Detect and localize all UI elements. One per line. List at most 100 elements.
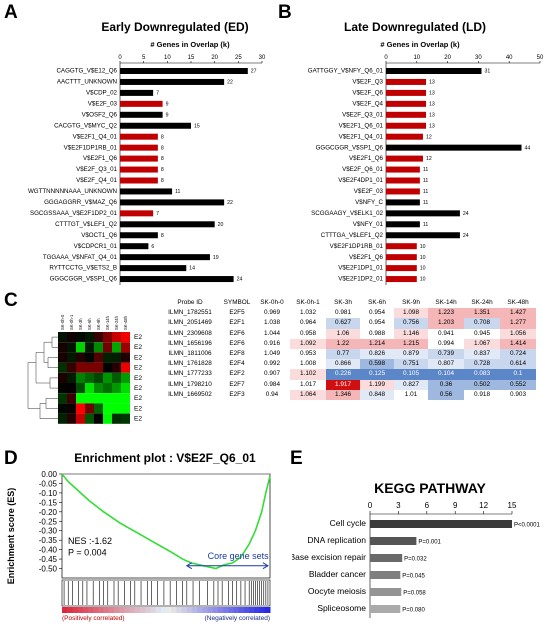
bar-value-label: 11 xyxy=(423,167,428,173)
heatmap-column-label: SK-9h xyxy=(96,318,101,330)
x-tick-label: 10 xyxy=(413,55,420,61)
symbol-cell: E2F5 xyxy=(229,309,245,317)
ranked-list-gradient-cell xyxy=(197,607,203,613)
pathway-bar xyxy=(370,554,403,562)
category-label: V$CDPCR1_01 xyxy=(74,243,118,250)
heatmap-cell xyxy=(67,362,76,373)
category-label: V$E2F1_Q4_01 xyxy=(73,133,118,140)
category-label: V$E2F1_Q6_01 xyxy=(339,122,384,129)
heatmap-cell xyxy=(94,413,103,424)
category-label: V$E2F_Q4 xyxy=(352,100,383,107)
heatmap-cell xyxy=(85,352,94,363)
bar xyxy=(386,243,417,250)
heatmap-cell xyxy=(121,332,130,343)
category-label: GATTGGY_V$NFY_Q6_01 xyxy=(308,68,384,75)
expression-value-cell: 0.502 xyxy=(464,379,500,390)
expression-value-cell: 0.837 xyxy=(464,349,500,360)
expression-value-cell: 1.092 xyxy=(290,338,326,350)
expression-value-cell: 0.56 xyxy=(428,389,464,401)
x-tick-label: 0 xyxy=(118,55,122,61)
heatmap-cell xyxy=(112,413,121,424)
category-label: CTTTGT_V$LEF1_Q2 xyxy=(55,221,117,228)
ranked-list-gradient-cell xyxy=(103,607,110,613)
ranked-list-gradient-cell xyxy=(88,607,94,613)
x-tick-label: 0 xyxy=(384,55,388,61)
heatmap-cell xyxy=(94,403,103,414)
bar-value-label: 11 xyxy=(175,189,180,195)
bar-value-label: 10 xyxy=(420,277,426,283)
ranked-list-gradient-cell xyxy=(160,607,167,613)
bar xyxy=(120,144,158,151)
heatmap-cell xyxy=(76,332,85,343)
ranked-list-gradient-cell xyxy=(150,607,157,613)
ranked-list-gradient-cell xyxy=(145,607,151,613)
x-tick-label: 20 xyxy=(444,55,451,61)
table-row: ILMN_1656196 E2F6 0.916 1.092 1.22 1.214 1.215… xyxy=(160,338,536,350)
y-tick-label: -0.05 xyxy=(39,479,58,488)
pathway-p-value: P=0.080 xyxy=(402,608,425,614)
bar-value-label: 11 xyxy=(423,178,428,184)
expression-value-cell: 1.277 xyxy=(500,318,536,329)
symbol-cell: E2F4 xyxy=(229,360,245,368)
expression-value-cell: 0.866 xyxy=(326,359,360,370)
pathway-p-value: P=0.032 xyxy=(404,557,427,563)
category-label: V$E2F_Q3_01 xyxy=(342,111,383,118)
heatmap-cell xyxy=(58,352,67,363)
x-tick-label: 12 xyxy=(479,501,488,510)
bar-value-label: 13 xyxy=(429,101,435,107)
expression-value-cell: 1.049 xyxy=(254,349,290,360)
expression-value-cell: 0.94 xyxy=(254,389,290,401)
probe-id-cell: ILMN_1811006 xyxy=(168,350,212,358)
ranked-list-gradient-cell xyxy=(166,607,172,613)
header-col: SK-3h xyxy=(334,299,352,306)
symbol-cell: E2F3 xyxy=(229,390,245,398)
symbol-cell: E2F8 xyxy=(229,350,245,358)
bar xyxy=(386,166,420,173)
expression-value-cell: 1.199 xyxy=(360,379,394,390)
expression-value-cell: 0.724 xyxy=(500,349,536,360)
heatmap-row-label: E2F3 xyxy=(134,416,142,423)
heatmap-cell xyxy=(85,413,94,424)
panel-b-title: Late Downregulated (LD) xyxy=(343,20,486,34)
expression-value-cell: 0.941 xyxy=(428,328,464,339)
expression-value-cell: 0.77 xyxy=(326,349,360,360)
heatmap-cell xyxy=(67,332,76,343)
expression-value-cell: 0.916 xyxy=(254,338,290,350)
ranked-list-gradient-cell xyxy=(114,607,120,613)
probe-id-cell: ILMN_1761828 xyxy=(168,360,212,368)
category-label: V$E2F_Q3_01 xyxy=(76,166,117,173)
ranked-list-gradient-cell xyxy=(134,607,141,613)
panel-letter-d: D xyxy=(4,448,18,469)
bar xyxy=(120,221,215,228)
bar xyxy=(386,78,427,85)
expression-value-cell: 0.36 xyxy=(428,379,464,390)
ranked-list-gradient-cell xyxy=(259,607,266,613)
ranked-list-gradient-cell xyxy=(140,607,146,613)
heatmap-cell xyxy=(67,342,76,353)
heatmap-cell xyxy=(85,383,94,394)
heatmap-cell xyxy=(67,393,76,404)
heatmap-cell xyxy=(94,372,103,383)
pathway-label: DNA replication xyxy=(307,535,366,545)
ranked-list-gradient-cell xyxy=(77,607,84,613)
bar xyxy=(386,177,420,184)
expression-value-cell: 0.105 xyxy=(394,369,428,380)
heatmap-column-label: SK-24h xyxy=(114,315,119,330)
bar-value-label: 8 xyxy=(161,167,164,173)
x-tick-label: 5 xyxy=(142,55,146,61)
x-tick-label: 10 xyxy=(164,55,171,61)
ranked-list-gradient-cell xyxy=(176,607,183,613)
positive-correlation-label: (Positively correlated) xyxy=(62,615,125,622)
bar xyxy=(120,155,158,162)
heatmap-row-label: E2F8 xyxy=(134,375,142,382)
panel-letter-b: B xyxy=(278,2,292,23)
heatmap-cell xyxy=(85,362,94,373)
bar-value-label: 11 xyxy=(423,222,428,228)
pathway-label: Bladder cancer xyxy=(309,569,366,579)
plot-frame xyxy=(61,473,271,579)
heatmap-cell xyxy=(121,403,130,414)
bar xyxy=(120,122,191,129)
bar xyxy=(120,276,234,283)
expression-value-cell: 0.226 xyxy=(326,369,360,380)
pathway-bar xyxy=(370,571,401,579)
